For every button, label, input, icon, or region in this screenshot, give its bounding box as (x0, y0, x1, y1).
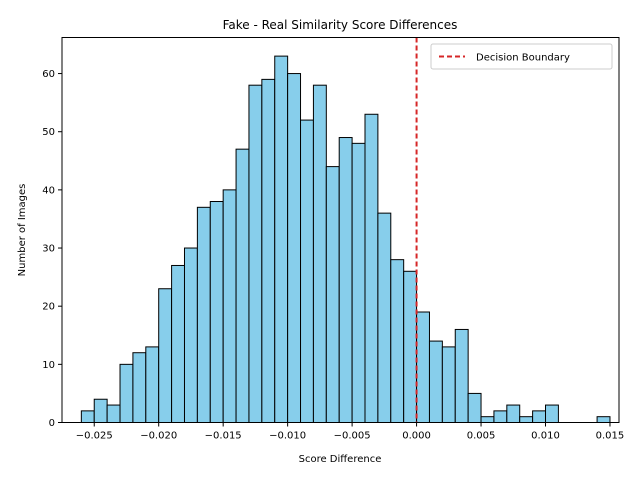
histogram-bar (351, 142, 366, 423)
histogram-bar (390, 259, 405, 423)
histogram-bar (145, 346, 160, 424)
histogram-bar (493, 410, 508, 424)
histogram-bar (196, 206, 211, 423)
chart-title: Fake - Real Similarity Score Differences (223, 18, 458, 32)
y-axis-label: Number of Images (17, 184, 28, 277)
histogram-bar (171, 264, 185, 423)
histogram-bar (428, 340, 443, 423)
histogram-bar (274, 55, 289, 424)
x-tick-label: −0.005 (334, 431, 371, 442)
histogram-bar (532, 410, 547, 424)
x-tick-label: 0.005 (467, 431, 496, 442)
histogram-bar (519, 416, 534, 424)
x-tick-label: −0.015 (205, 431, 242, 442)
histogram-bar (467, 392, 482, 423)
y-tick-label: 50 (42, 127, 55, 138)
histogram-bar (480, 416, 495, 424)
x-tick-label: −0.025 (76, 431, 113, 442)
histogram-bar (403, 270, 418, 423)
x-tick-label: −0.020 (140, 431, 177, 442)
y-tick-label: 30 (42, 244, 55, 255)
x-tick-label: 0.010 (531, 431, 560, 442)
histogram-bar (80, 410, 95, 424)
histogram-bar (287, 73, 302, 423)
x-tick-label: 0.000 (402, 431, 431, 442)
x-axis-label: Score Difference (299, 454, 382, 465)
histogram-bar (222, 189, 237, 423)
histogram-bar (364, 113, 379, 424)
histogram-bar (261, 78, 276, 423)
histogram-bar (338, 137, 353, 423)
bars-group (80, 55, 611, 424)
histogram-bar (441, 346, 456, 424)
x-tick-label: 0.015 (596, 431, 625, 442)
y-tick-label: 0 (49, 418, 55, 429)
histogram-bar (416, 311, 430, 423)
legend-label: Decision Boundary (476, 53, 570, 64)
histogram-bar (300, 119, 314, 424)
histogram-bar (596, 416, 611, 424)
histogram-bar (209, 201, 224, 423)
histogram-bar (132, 352, 147, 424)
histogram-bar (119, 363, 134, 423)
histogram-bar (506, 404, 521, 423)
plot-frame (61, 37, 620, 423)
histogram-bar (377, 212, 392, 423)
legend: Decision Boundary (430, 43, 613, 70)
histogram-bar (93, 398, 108, 423)
y-tick-label: 20 (42, 302, 55, 313)
y-tick-label: 40 (42, 185, 55, 196)
histogram-bar (454, 328, 469, 423)
x-axis: −0.025 −0.020 −0.015 −0.010 −0.005 0.000 0.005… (76, 422, 625, 442)
histogram-bar (106, 404, 121, 423)
histogram-bar (183, 247, 198, 423)
histogram-bar (158, 288, 173, 423)
y-tick-label: 10 (42, 360, 55, 371)
x-tick-label: −0.010 (269, 431, 306, 442)
histogram-bar (235, 148, 250, 424)
histogram-bar (545, 404, 559, 423)
y-tick-label: 60 (42, 69, 55, 80)
histogram-bar (312, 84, 327, 424)
histogram-bar (325, 166, 340, 423)
y-axis: 0 10 20 30 40 50 60 (42, 69, 62, 429)
legend-box (430, 43, 613, 70)
histogram-bar (248, 84, 263, 424)
